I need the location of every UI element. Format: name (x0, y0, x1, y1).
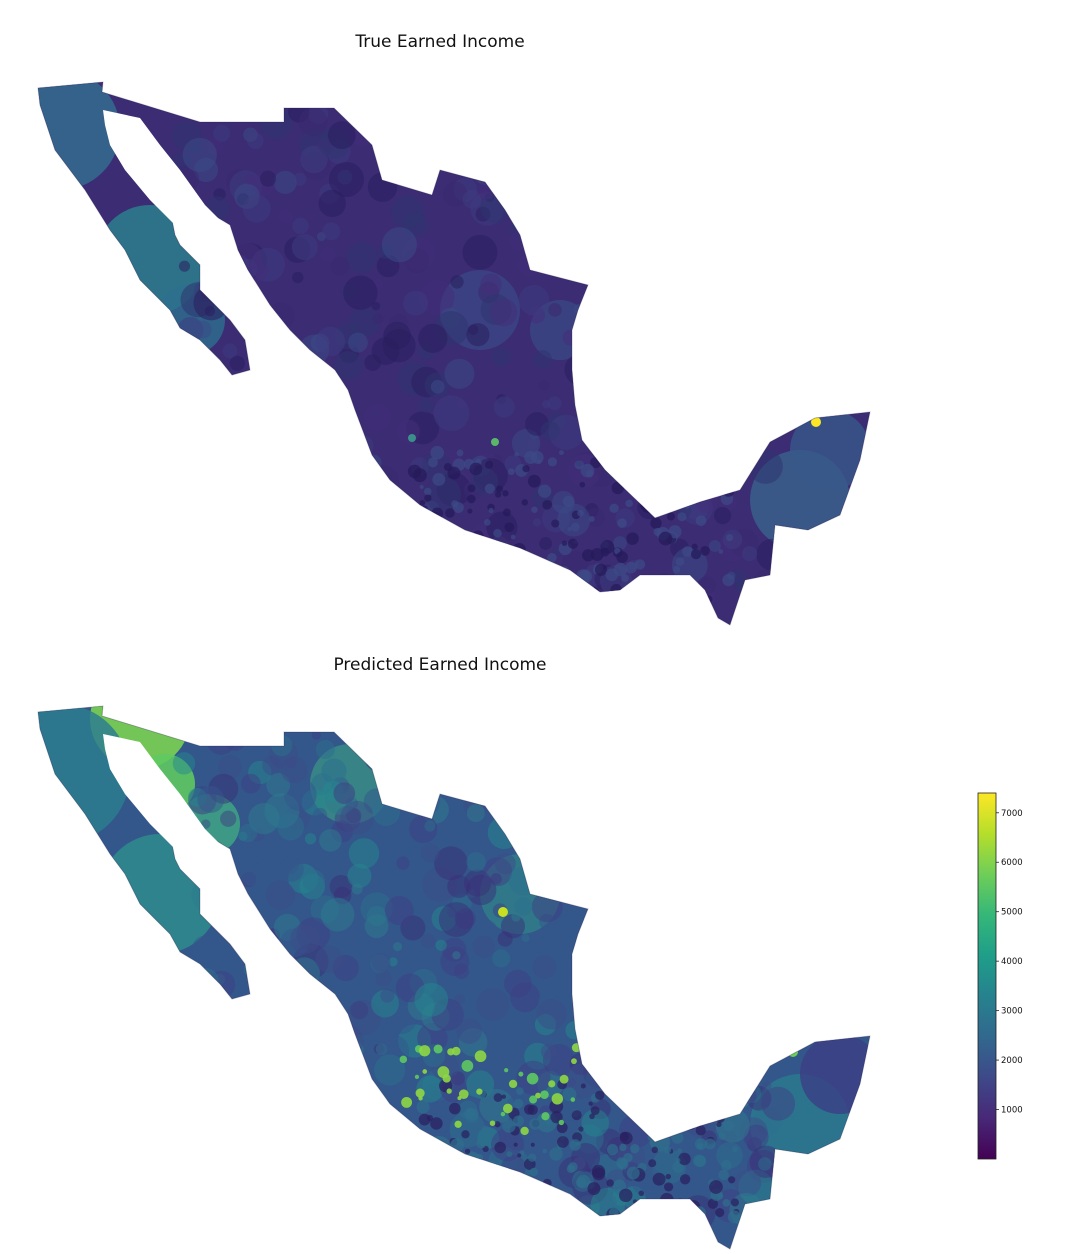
map-predicted-earned-income (37, 705, 871, 1250)
colorbar-tick-label: 4000 (1001, 957, 1023, 967)
colorbar: 1000 2000 3000 4000 5000 6000 7000 (977, 792, 1023, 1160)
map-true-earned-income (37, 81, 871, 626)
colorbar-tick-label: 6000 (1001, 858, 1023, 868)
gulf-of-california (103, 734, 250, 929)
country-shape (38, 82, 870, 625)
map-title-true: True Earned Income (355, 32, 525, 52)
colorbar-tick-label: 3000 (1001, 1007, 1023, 1017)
gulf-of-california (103, 110, 250, 305)
colorbar-gradient (977, 792, 997, 1160)
map-title-predicted: Predicted Earned Income (333, 655, 547, 675)
colorbar-tick-label: 2000 (1001, 1056, 1023, 1066)
colorbar-tick-label: 1000 (1001, 1106, 1023, 1116)
colorbar-tick-label: 7000 (1001, 809, 1023, 819)
colorbar-tick-label: 5000 (1001, 908, 1023, 918)
